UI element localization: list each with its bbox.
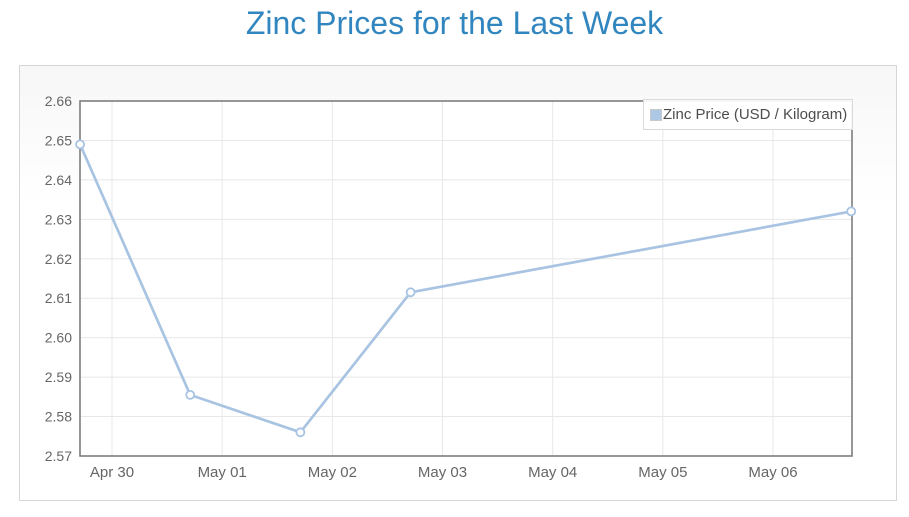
data-point-marker[interactable] <box>185 389 196 400</box>
legend-series-swatch-icon <box>650 108 662 121</box>
y-axis-tick-label: 2.65 <box>45 132 72 148</box>
y-axis-tick-label: 2.61 <box>45 290 72 306</box>
legend[interactable]: Zinc Price (USD / Kilogram) <box>643 99 853 130</box>
x-axis-tick-label: May 06 <box>748 464 797 481</box>
data-point-marker[interactable] <box>295 427 306 438</box>
x-axis-tick-label: May 02 <box>308 464 357 481</box>
y-axis-tick-label: 2.57 <box>45 448 72 464</box>
data-point-marker[interactable] <box>405 287 416 298</box>
y-axis-tick-label: 2.60 <box>45 330 72 346</box>
x-axis-tick-label: May 03 <box>418 464 467 481</box>
y-axis-tick-label: 2.62 <box>45 251 72 267</box>
x-axis-tick-label: Apr 30 <box>90 464 134 481</box>
y-axis-tick-label: 2.66 <box>45 93 72 109</box>
data-point-marker[interactable] <box>846 206 857 217</box>
x-axis-tick-label: May 01 <box>198 464 247 481</box>
y-axis-tick-label: 2.58 <box>45 409 72 425</box>
x-axis-tick-label: May 05 <box>638 464 687 481</box>
x-axis-tick-label: May 04 <box>528 464 577 481</box>
legend-label: Zinc Price (USD / Kilogram) <box>663 106 848 123</box>
data-point-marker[interactable] <box>75 139 85 150</box>
plot-border <box>79 100 853 457</box>
chart-panel: 2.66 2.65 2.64 2.63 2.62 2.61 2.60 2.59 2.58 2.57… <box>19 65 897 501</box>
y-axis-tick-label: 2.64 <box>45 172 72 188</box>
page-title: Zinc Prices for the Last Week <box>245 5 664 41</box>
y-axis-tick-label: 2.63 <box>45 211 72 227</box>
y-axis-tick-label: 2.59 <box>45 369 72 385</box>
plot-area-background <box>80 101 852 456</box>
chart-plot: 2.66 2.65 2.64 2.63 2.62 2.61 2.60 2.59 2.58 2.57… <box>45 93 857 481</box>
